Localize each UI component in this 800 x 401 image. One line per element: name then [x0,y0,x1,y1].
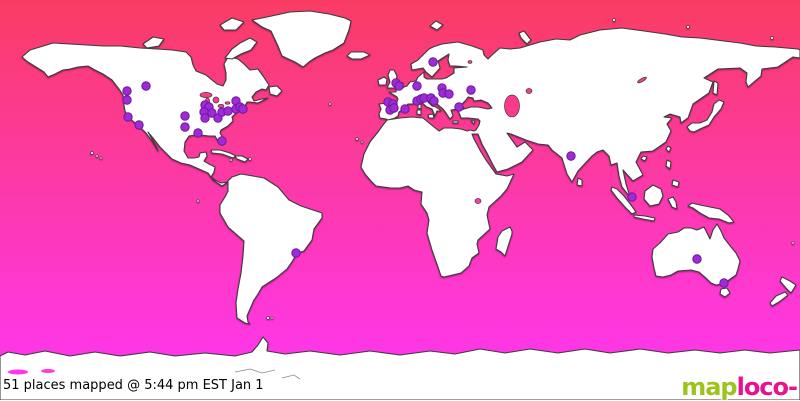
place-dot [123,112,133,122]
place-dots-layer [122,57,729,288]
place-dot [400,104,410,114]
place-dot [200,113,210,123]
place-dot [444,89,454,99]
logo-loco-text: loco [736,373,789,401]
landmass-new-zealand-north [779,276,797,294]
antarctica-inlet [41,369,55,373]
place-dot [122,86,132,96]
island-puerto-rico [248,157,252,161]
place-dot [394,81,404,91]
island-fiji [791,241,795,245]
place-dot [207,108,217,118]
landmass-baffin-island [224,37,258,60]
map-attribution: 51 places mapped @ 5:44 pm EST Jan 1 [3,378,264,393]
antarctica-detail [8,368,301,380]
place-dot [238,104,248,114]
island-new-siberian [686,25,690,29]
lake-victoria [474,198,482,204]
place-dot [141,81,151,91]
landmass-cyprus [470,120,476,125]
island-falklands [266,316,270,320]
logo-map-text: map [681,373,737,401]
place-dot [566,151,576,161]
landmass-sumatra [610,186,637,215]
place-dot [223,106,233,116]
island-galapagos [196,199,200,203]
landmass-tasmania [719,287,731,298]
landmass-hispaniola [234,155,249,163]
landmass-mindanao [671,179,680,188]
landmass-sulawesi [667,196,678,210]
logo-dash: - [788,373,798,401]
island-falklands [270,316,274,320]
landmass-madagascar [495,226,513,257]
landmass-sakhalin [712,80,719,96]
place-dot [217,136,227,146]
landmass-borneo [643,184,664,207]
island-hawaii [95,154,99,158]
landmass-luzon [665,159,672,170]
landmass-ireland [377,76,388,86]
island-azores [328,102,332,106]
aral-sea [525,88,533,94]
landmass-crete [452,120,459,124]
place-dot [291,248,301,258]
island-canary [360,140,364,144]
lake-superior [199,92,213,98]
landmass-antarctica [0,336,800,400]
landmass-newfoundland [268,85,283,97]
place-dot [692,254,702,264]
place-dot [466,85,476,95]
place-dot [412,81,422,91]
island-canary [355,137,359,141]
place-dot [122,95,132,105]
landmass-sardinia [416,109,422,116]
antarctica-inlet [8,369,28,375]
landmass-novaya-zemlya [518,30,532,45]
island-hawaii [99,156,103,160]
landmass-ellesmere-island [219,17,245,31]
place-dot [627,192,637,202]
small-islands [90,18,795,320]
lake-baikal [637,76,647,84]
place-dot [193,128,203,138]
island-jamaica [229,158,233,162]
lake-ladoga [467,60,473,64]
landmass-south-america [219,173,323,325]
island-severnaya [612,18,616,22]
place-dot [454,102,464,112]
maploco-logo[interactable]: maploco- [681,373,798,401]
island-hawaii [90,151,94,155]
lake-ontario [224,101,231,105]
place-dot [389,103,399,113]
inland-waters [199,60,647,204]
place-dot [134,120,144,130]
landmass-japan [686,99,725,133]
landmass-hainan [640,155,648,162]
place-dot [428,57,438,67]
place-dot [180,111,190,121]
landmass-sicily [427,113,435,119]
place-dot [719,278,729,288]
landmass-taiwan [665,145,672,153]
place-dot [180,122,190,132]
landmass-java [633,214,656,222]
lake-huron [212,96,220,104]
landmass-sri-lanka [576,177,583,187]
landmass-cuba [210,149,237,159]
caspian-sea [504,94,520,118]
landmass-new-guinea [687,202,735,224]
landmass-iceland [346,51,371,60]
landmass-new-zealand-south [769,291,789,307]
landmass-greenland [251,10,352,68]
landmass-svalbard [429,20,444,31]
island-wrangel [770,36,774,40]
place-dot [429,96,439,106]
landmass-victoria-island [142,36,165,49]
lake-erie [217,104,225,108]
